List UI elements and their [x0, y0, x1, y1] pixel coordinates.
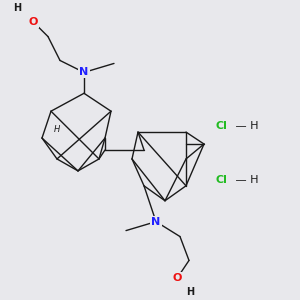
Text: N: N [152, 217, 160, 226]
Text: O: O [172, 273, 182, 283]
Text: — H: — H [232, 121, 259, 131]
Text: H: H [13, 3, 21, 13]
Text: N: N [80, 68, 88, 77]
Text: O: O [28, 17, 38, 27]
Text: — H: — H [232, 175, 259, 185]
Text: Cl: Cl [216, 121, 228, 131]
Text: H: H [186, 287, 194, 297]
Text: H: H [54, 124, 60, 134]
Text: Cl: Cl [216, 175, 228, 185]
